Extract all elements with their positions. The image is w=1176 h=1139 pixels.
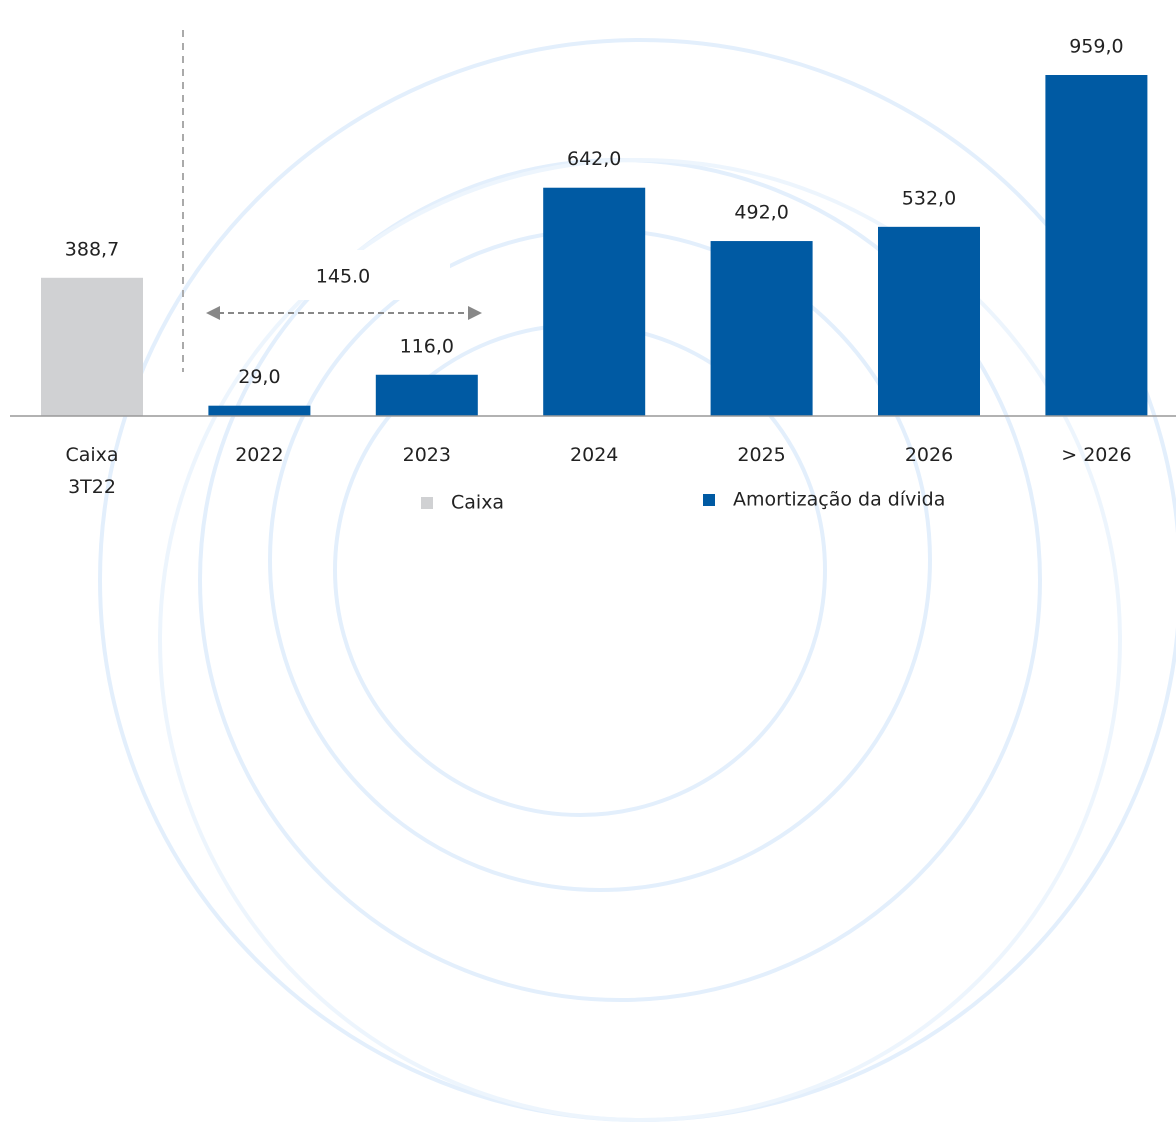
x-tick-label: 2024 xyxy=(570,444,618,466)
bar xyxy=(208,405,311,416)
x-tick-label: 2026 xyxy=(905,444,953,466)
bar xyxy=(710,241,813,416)
x-tick-label: 2025 xyxy=(737,444,785,466)
bar xyxy=(878,226,980,416)
annotation-bg xyxy=(250,250,450,300)
bar xyxy=(1045,75,1148,416)
value-label: 29,0 xyxy=(238,366,280,388)
value-label: 532,0 xyxy=(902,187,956,209)
bar xyxy=(41,277,143,416)
x-tick-label: > 2026 xyxy=(1061,444,1131,466)
bar xyxy=(375,374,478,416)
x-tick-label: 2022 xyxy=(235,444,283,466)
annotation-arrow xyxy=(206,306,482,320)
legend-swatch xyxy=(421,497,433,509)
bar xyxy=(543,187,646,416)
legend-label: Caixa xyxy=(451,492,504,514)
annotation: 145.0 xyxy=(316,266,370,288)
value-label: 116,0 xyxy=(400,335,454,357)
x-tick-label: 2023 xyxy=(403,444,451,466)
value-label: 388,7 xyxy=(65,238,119,260)
value-label: 959,0 xyxy=(1069,36,1123,58)
value-label: 492,0 xyxy=(734,202,788,224)
x-tick-label: Caixa 3T22 xyxy=(65,444,118,498)
value-label: 642,0 xyxy=(567,148,621,170)
legend-label: Amortização da dívida xyxy=(733,489,945,511)
legend-swatch xyxy=(703,494,715,506)
